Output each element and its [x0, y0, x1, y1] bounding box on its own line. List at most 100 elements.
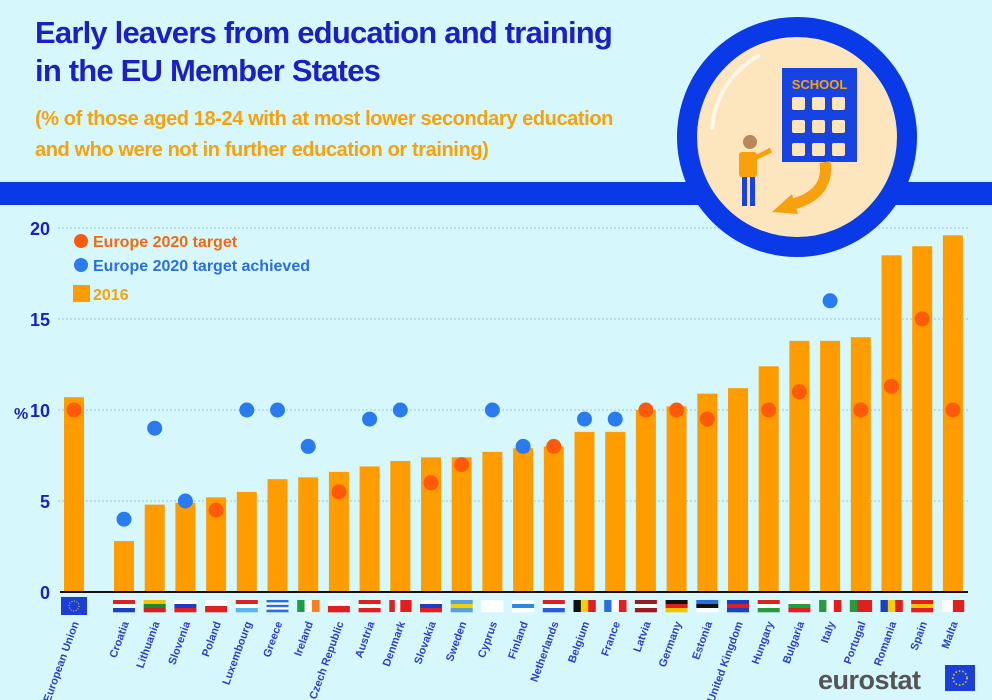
bar-ireland — [298, 477, 319, 592]
target-dot — [638, 402, 654, 418]
bar-slovakia — [421, 457, 441, 592]
legend-achieved-label: Europe 2020 target achieved — [93, 258, 310, 275]
eu-flag-icon — [945, 665, 975, 691]
x-tick-label: Spain — [908, 620, 930, 653]
target-dot — [761, 402, 777, 418]
flag-icon-finland — [512, 600, 535, 613]
y-tick-label: 20 — [30, 219, 50, 239]
x-tick-label: Cyprus — [476, 620, 500, 660]
flag-icon-slovakia — [420, 600, 442, 613]
bar-croatia — [114, 541, 134, 592]
legend-bar-label: 2016 — [93, 287, 129, 304]
school-sign: SCHOOL — [792, 77, 848, 92]
flag-icon-lithuania — [143, 600, 166, 613]
target-achieved-dot — [484, 402, 500, 418]
flag-icon-cyprus — [481, 600, 504, 613]
x-tick-label: Belgium — [566, 620, 592, 665]
bar-romania — [881, 255, 902, 593]
x-tick-label: Finland — [506, 620, 531, 661]
x-tick-label: Italy — [819, 619, 838, 645]
legend-target-label: Europe 2020 target — [93, 234, 238, 251]
x-tick-label: Slovakia — [412, 619, 439, 666]
title-line-2: in the EU Member States — [35, 53, 381, 88]
x-tick-label: Austria — [353, 619, 378, 660]
target-dot — [423, 475, 439, 491]
x-tick-label: Greece — [261, 620, 285, 659]
flag-icon-romania — [880, 600, 903, 612]
x-tick-label: Hungary — [750, 619, 777, 666]
x-tick-label: Poland — [200, 620, 224, 659]
bar-france — [605, 431, 626, 592]
target-achieved-dot — [362, 411, 378, 427]
target-achieved-dot — [515, 438, 531, 454]
legend-achieved-marker — [74, 258, 88, 272]
target-dot — [546, 438, 562, 454]
bar-netherlands — [543, 446, 564, 592]
x-tick-label: Sweden — [444, 620, 470, 663]
window — [812, 143, 825, 156]
title-line-1: Early leavers from education and trainin… — [35, 15, 613, 50]
window — [832, 97, 845, 110]
bar-germany — [666, 406, 687, 592]
x-tick-label: European Union — [41, 620, 81, 700]
y-tick-label: 10 — [30, 401, 50, 421]
target-dot — [669, 402, 685, 418]
bar-finland — [513, 448, 534, 592]
x-tick-label: Czech Republic — [307, 620, 346, 700]
bar-denmark — [390, 460, 411, 592]
x-tick-label: Latvia — [632, 619, 654, 654]
school-illustration: SCHOOL — [677, 17, 917, 257]
bar-czech-republic — [328, 471, 349, 592]
person-body — [739, 152, 757, 177]
flag-icon-france — [604, 600, 627, 612]
eurostat-logo: eurostat — [818, 665, 975, 695]
glare — [710, 53, 761, 131]
person-leg — [742, 177, 747, 206]
bar-hungary — [758, 366, 779, 592]
target-dot — [454, 457, 470, 473]
x-tick-label: Slovenia — [166, 619, 193, 666]
legend-bar-swatch — [73, 285, 90, 302]
x-tick-label: Denmark — [381, 619, 409, 668]
x-tick-label: Romania — [872, 619, 899, 668]
y-tick-label: 0 — [40, 583, 50, 603]
bar-belgium — [574, 431, 595, 592]
x-tick-label: Estonia — [690, 619, 715, 661]
logo-text: eurostat — [818, 665, 921, 695]
flag-icon-austria — [358, 600, 381, 613]
flag-icon-estonia — [696, 600, 719, 613]
target-achieved-dot — [822, 293, 838, 309]
target-dot — [853, 402, 869, 418]
subtitle-line-2: and who were not in further education or… — [35, 139, 489, 161]
target-dot — [699, 411, 715, 427]
window — [792, 97, 805, 110]
flag-icon-germany — [665, 600, 688, 613]
bar-cyprus — [482, 451, 503, 592]
flag-icon-italy — [819, 600, 842, 612]
subtitle-line-1: (% of those aged 18-24 with at most lowe… — [35, 108, 613, 130]
person-arm — [753, 147, 773, 161]
target-achieved-dot — [607, 411, 623, 427]
bar-italy — [820, 340, 841, 592]
y-axis-label: % — [14, 406, 28, 423]
flag-icon-portugal — [849, 600, 873, 612]
chart-title: Early leavers from education and trainin… — [35, 14, 613, 90]
bar-spain — [912, 246, 933, 592]
flag-icon-luxembourg — [235, 600, 258, 613]
window — [792, 143, 805, 156]
flag-icon-greece — [266, 600, 289, 613]
bar-austria — [359, 466, 380, 592]
target-achieved-dot — [392, 402, 408, 418]
window — [792, 120, 805, 133]
bar-greece — [267, 479, 288, 592]
bar-european-union — [64, 397, 84, 592]
bar-slovenia — [175, 502, 196, 592]
flag-icon-sweden — [450, 600, 473, 613]
window — [812, 120, 825, 133]
target-achieved-dot — [239, 402, 255, 418]
person-head — [743, 135, 757, 149]
target-achieved-dot — [147, 420, 163, 436]
x-tick-label: Bulgaria — [781, 619, 808, 665]
x-tick-label: Croatia — [108, 619, 133, 660]
flag-icon-croatia — [113, 600, 135, 613]
